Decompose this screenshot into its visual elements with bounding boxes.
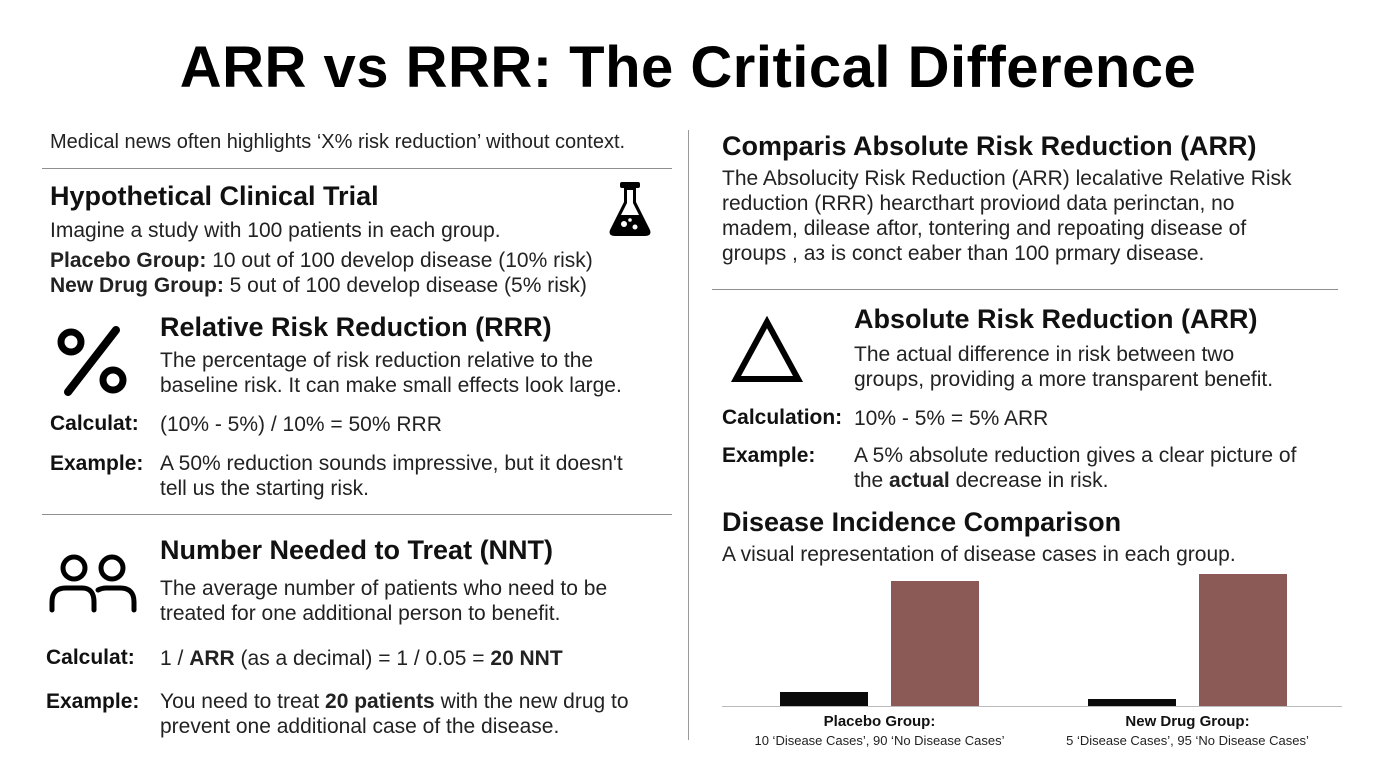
rrr-example-label: Example: [50,452,144,475]
nnt-calc-text: 1 / ARR (as a decimal) = 1 / 0.05 = 20 N… [160,646,563,671]
category-label: New Drug Group: [1125,713,1250,730]
page-title: ARR vs RRR: The Critical Difference [179,35,1197,100]
disease-cases-bar [780,692,868,706]
comparison-heading: Comparis Absolute Risk Reduction (ARR) [722,131,1257,161]
column-divider [688,130,689,740]
arr-desc-line1: The actual difference in risk between tw… [854,343,1235,366]
nnt-desc-line1: The average number of patients who need … [160,577,608,600]
trial-heading: Hypothetical Clinical Trial [50,181,379,211]
rrr-example-line2: tell us the starting risk. [160,477,369,500]
nnt-calc-part: 1 / [160,647,190,670]
nnt-example-line2: prevent one additional case of the disea… [160,715,560,738]
drug-line: New Drug Group: 5 out of 100 develop dis… [50,273,587,298]
category-label: Placebo Group: [823,713,936,730]
section-divider [42,514,672,515]
nnt-example-label: Example: [46,690,140,713]
delta-icon [730,316,804,382]
rrr-desc-line1: The percentage of risk reduction relativ… [160,349,594,372]
comparison-line4: groups , aᴈ is conct eaber than 100 prma… [722,242,1205,265]
nnt-calc-part: (as a decimal) = 1 / 0.05 = [234,647,491,670]
comparison-line2: reduction (RRR) hearcthart provioиd data… [722,192,1235,215]
no-disease-cases-bar [891,581,979,706]
nnt-example-part: with the new drug to [434,690,629,713]
arr-calc-label: Calculation: [722,406,843,429]
nnt-desc-line2: treated for one additional person to ben… [160,602,561,625]
nnt-example-bold: 20 patients [325,690,435,713]
people-icon [49,554,137,613]
placebo-label: Placebo Group: [50,249,207,272]
arr-example-part: decrease in risk. [949,469,1109,492]
rrr-calc-label: Calculat: [50,412,139,435]
chart-heading: Disease Incidence Comparison [722,507,1122,537]
category-sublabel: 10 ‘Disease Cases’, 90 ‘No Disease Cases… [754,733,1005,748]
nnt-example-line1: You need to treat 20 patients with the n… [160,689,629,714]
chart-baseline [722,706,1342,707]
chart-subtitle: A visual representation of disease cases… [722,543,1236,566]
arr-example-line2: the actual decrease in risk. [854,468,1108,493]
trial-description: Imagine a study with 100 patients in eac… [50,219,501,242]
nnt-calc-result: 20 NNT [490,647,563,670]
no-disease-cases-bar [1199,574,1287,706]
percent-icon [57,326,127,396]
placebo-line: Placebo Group: 10 out of 100 develop dis… [50,248,593,273]
comparison-line1: The Absolucity Risk Reduction (ARR) leca… [722,167,1292,190]
arr-example-bold: actual [889,469,950,492]
rrr-calc-text: (10% - 5%) / 10% = 50% RRR [160,413,442,436]
arr-example-line1: A 5% absolute reduction gives a clear pi… [854,444,1297,467]
placebo-text: 10 out of 100 develop disease (10% risk) [212,249,593,272]
flask-icon [609,182,651,236]
nnt-calc-arr: ARR [189,647,235,670]
comparison-line3: madem, dilease aftor, tontering and repo… [722,217,1247,240]
drug-label: New Drug Group: [50,274,224,297]
nnt-calc-label: Calculat: [46,646,135,669]
intro-text: Medical news often highlights ‘X% risk r… [50,131,626,153]
drug-text: 5 out of 100 develop disease (5% risk) [229,274,587,297]
arr-example-label: Example: [722,444,816,467]
nnt-example-part: You need to treat [160,690,326,713]
section-divider [42,168,672,169]
rrr-example-line1: A 50% reduction sounds impressive, but i… [160,452,623,475]
arr-heading: Absolute Risk Reduction (ARR) [854,304,1258,334]
rrr-heading: Relative Risk Reduction (RRR) [160,312,552,342]
arr-desc-line2: groups, providing a more transparent ben… [854,368,1274,391]
arr-calc-text: 10% - 5% = 5% ARR [854,407,1049,430]
section-divider [712,289,1338,290]
disease-cases-bar [1088,699,1176,706]
arr-example-part: the [854,469,890,492]
nnt-heading: Number Needed to Treat (NNT) [160,535,554,565]
rrr-desc-line2: baseline risk. It can make small effects… [160,374,622,397]
category-sublabel: 5 ‘Disease Cases’, 95 ‘No Disease Cases’ [1066,733,1309,748]
